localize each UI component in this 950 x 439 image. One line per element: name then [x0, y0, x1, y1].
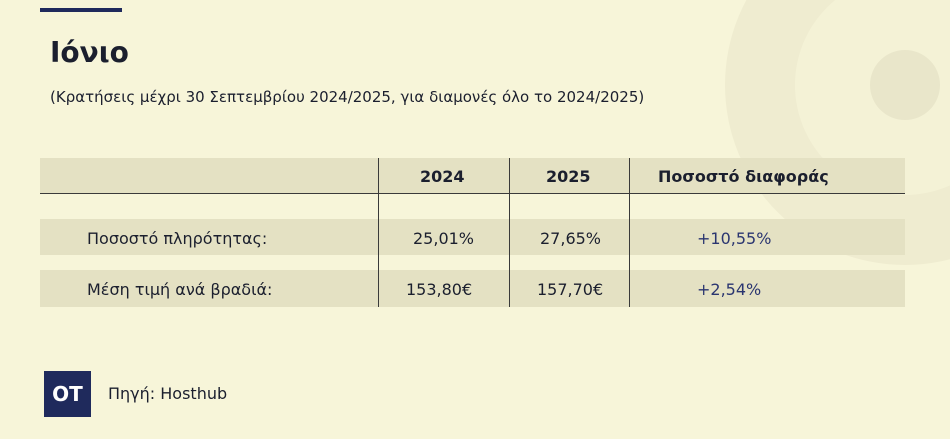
- row-label: Μέση τιμή ανά βραδιά:: [87, 280, 273, 299]
- cell-change: +2,54%: [697, 280, 762, 299]
- deco-circle: [870, 50, 940, 120]
- header-row: [40, 158, 905, 193]
- column-header: 2024: [420, 167, 465, 186]
- header-rule: [40, 193, 905, 194]
- cell-change: +10,55%: [697, 229, 772, 248]
- cell-value: 25,01%: [413, 229, 475, 248]
- column-line: [629, 158, 630, 307]
- logo: OT: [44, 371, 91, 417]
- cell-value: 153,80€: [406, 280, 473, 299]
- column-header: Ποσοστό διαφοράς: [658, 167, 829, 186]
- source: Πηγή: Hosthub: [108, 384, 228, 403]
- column-header: 2025: [546, 167, 591, 186]
- row-band: [40, 219, 905, 255]
- column-line: [378, 158, 379, 307]
- title: Ιόνιο: [50, 36, 129, 69]
- subtitle: (Κρατήσεις μέχρι 30 Σεπτεμβρίου 2024/202…: [50, 88, 645, 106]
- column-line: [509, 158, 510, 307]
- accent-bar: [40, 8, 122, 12]
- row-band: [40, 270, 905, 307]
- cell-value: 27,65%: [540, 229, 602, 248]
- cell-value: 157,70€: [537, 280, 604, 299]
- row-label: Ποσοστό πληρότητας:: [87, 229, 268, 248]
